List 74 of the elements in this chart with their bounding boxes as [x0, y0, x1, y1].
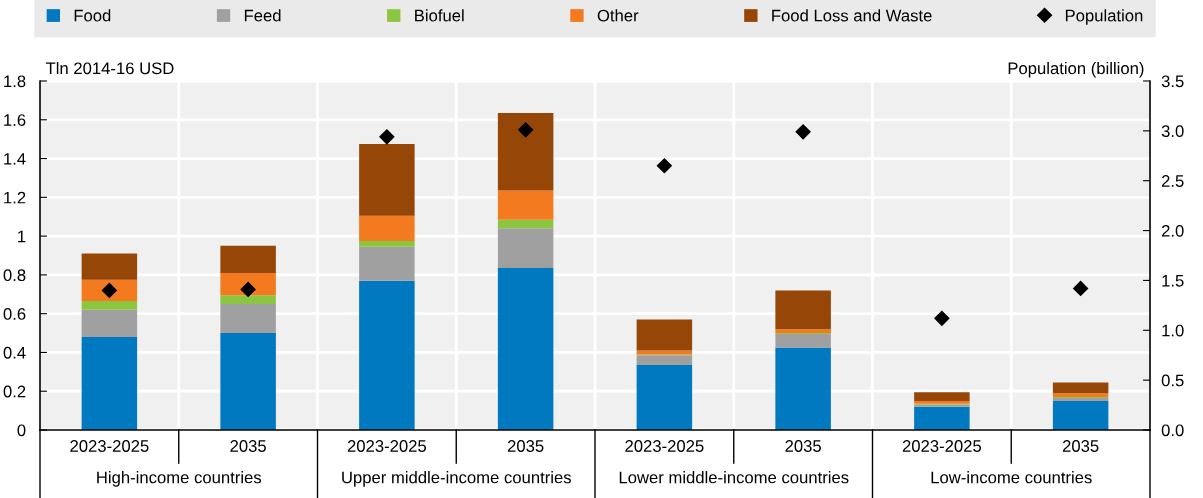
y2-tick-label: 3.0: [1161, 125, 1184, 138]
bar: [497, 112, 554, 191]
bar: [359, 215, 415, 241]
bar: [775, 334, 831, 348]
bar: [636, 355, 693, 366]
bar: [81, 309, 138, 337]
bar: [775, 290, 831, 330]
y-axis-title: Tln 2014-16 USD: [45, 61, 174, 75]
bar: [359, 240, 415, 247]
bar: [636, 319, 693, 351]
y2-axis-title: Population (billion): [1008, 61, 1144, 78]
y2-tick-label: 1.0: [1162, 324, 1184, 337]
point: [379, 129, 395, 145]
y-tick-label: 1.8: [4, 75, 26, 88]
text: High-income countries: [97, 471, 262, 487]
point: [656, 158, 672, 174]
bar: [1052, 393, 1109, 398]
bar: [1052, 382, 1109, 394]
text: Low-income countries: [931, 471, 1092, 484]
x-tick-label: 2023-2025: [347, 440, 427, 452]
y2-tick-label: 2.5: [1161, 175, 1184, 187]
x-tick-label: 2023-2025: [625, 440, 704, 452]
y-tick-label: 0: [17, 424, 26, 437]
legend-label: Food Loss and Waste: [772, 9, 932, 22]
point: [518, 122, 534, 138]
legend-label: Food: [74, 9, 111, 22]
text: Lower middle-income countries: [619, 471, 849, 484]
bar: [359, 280, 415, 430]
y-tick-label: 0.6: [3, 308, 26, 320]
bar: [220, 295, 276, 304]
y-tick-label: 0.2: [3, 385, 26, 398]
y-tick-label: 0.8: [3, 269, 26, 282]
bar: [497, 268, 554, 430]
bar: [220, 333, 276, 430]
bar: [220, 303, 276, 334]
bar: [497, 190, 554, 220]
bar: [1052, 400, 1109, 430]
bar: [636, 365, 693, 430]
bar: [775, 347, 831, 430]
x-tick-label: 2035: [1062, 440, 1099, 452]
bar: [81, 253, 138, 280]
x-tick-label: 2035: [507, 440, 544, 452]
y-tick-label: 1: [18, 230, 26, 243]
legend-label: Biofuel: [415, 9, 464, 22]
bar: [775, 329, 831, 334]
x-tick-label: 2023-2025: [70, 440, 149, 452]
bar: [497, 228, 554, 269]
y2-tick-label: 0.5: [1161, 374, 1184, 387]
point: [795, 124, 811, 140]
bar: [359, 144, 415, 216]
point: [934, 310, 950, 326]
bar: [914, 392, 970, 401]
y-tick-label: 1.2: [4, 191, 26, 204]
point: [1073, 280, 1089, 296]
x-tick-label: 2035: [230, 440, 266, 452]
x-tick-label: 2035: [785, 440, 821, 452]
legend-label: Population: [1065, 9, 1143, 25]
bar: [359, 246, 415, 281]
legend-label: Other: [597, 9, 639, 22]
text: Upper middle-income countries: [342, 471, 571, 487]
y-tick-label: 1.4: [4, 153, 26, 165]
y2-tick-label: 3.5: [1161, 75, 1184, 88]
bar: [497, 219, 554, 229]
y-tick-label: 0.4: [3, 346, 26, 359]
bar: [914, 406, 970, 430]
bar: [81, 301, 138, 310]
x-tick-label: 2023-2025: [902, 440, 982, 452]
y2-tick-label: 1.5: [1162, 275, 1184, 287]
legend-label: Feed: [244, 9, 281, 22]
bar: [81, 336, 138, 430]
y-tick-label: 1.6: [4, 114, 26, 126]
y2-tick-label: 2.0: [1161, 224, 1184, 237]
y2-tick-label: 0.0: [1161, 424, 1184, 437]
bar: [220, 245, 276, 273]
